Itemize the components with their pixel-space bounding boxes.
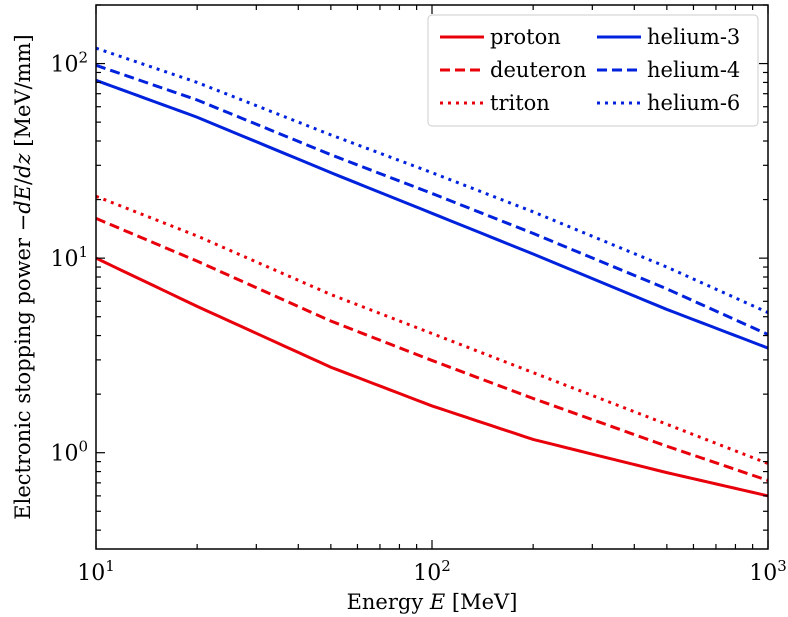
legend-box: [427, 14, 759, 127]
y-tick-label: 102: [50, 49, 88, 78]
legend-label-helium-4: helium-4: [647, 58, 740, 82]
x-axis-label: Energy E [MeV]: [347, 590, 518, 614]
series-line-helium-6: [96, 46, 768, 314]
y-axis-label: Electronic stopping power −dE/dz [MeV/mm…: [11, 34, 35, 519]
legend-label-deuteron: deuteron: [490, 58, 586, 82]
series-line-deuteron: [96, 217, 768, 482]
x-tick-label: 102: [413, 557, 451, 586]
legend-label-triton: triton: [490, 91, 550, 115]
legend: proton deuteron triton helium-3 helium-4 heli…: [427, 14, 759, 127]
x-tick-label: 101: [77, 557, 115, 586]
series-line-helium-3: [96, 78, 768, 350]
series-line-helium-4: [96, 63, 768, 336]
tick-layer: [95, 4, 769, 549]
tick-label-layer: 101 102 103 100 101 102: [50, 49, 786, 586]
y-tick-label: 100: [50, 438, 88, 467]
series-line-proton: [96, 256, 768, 498]
legend-label-helium-3: helium-3: [647, 25, 740, 49]
legend-label-proton: proton: [490, 25, 561, 49]
legend-items: proton deuteron triton helium-3 helium-4 heli…: [440, 25, 740, 115]
x-tick-label: 103: [749, 557, 787, 586]
legend-label-helium-6: helium-6: [647, 91, 740, 115]
series-layer: [96, 46, 768, 498]
series-line-triton: [96, 194, 768, 465]
y-tick-label: 101: [50, 243, 88, 272]
